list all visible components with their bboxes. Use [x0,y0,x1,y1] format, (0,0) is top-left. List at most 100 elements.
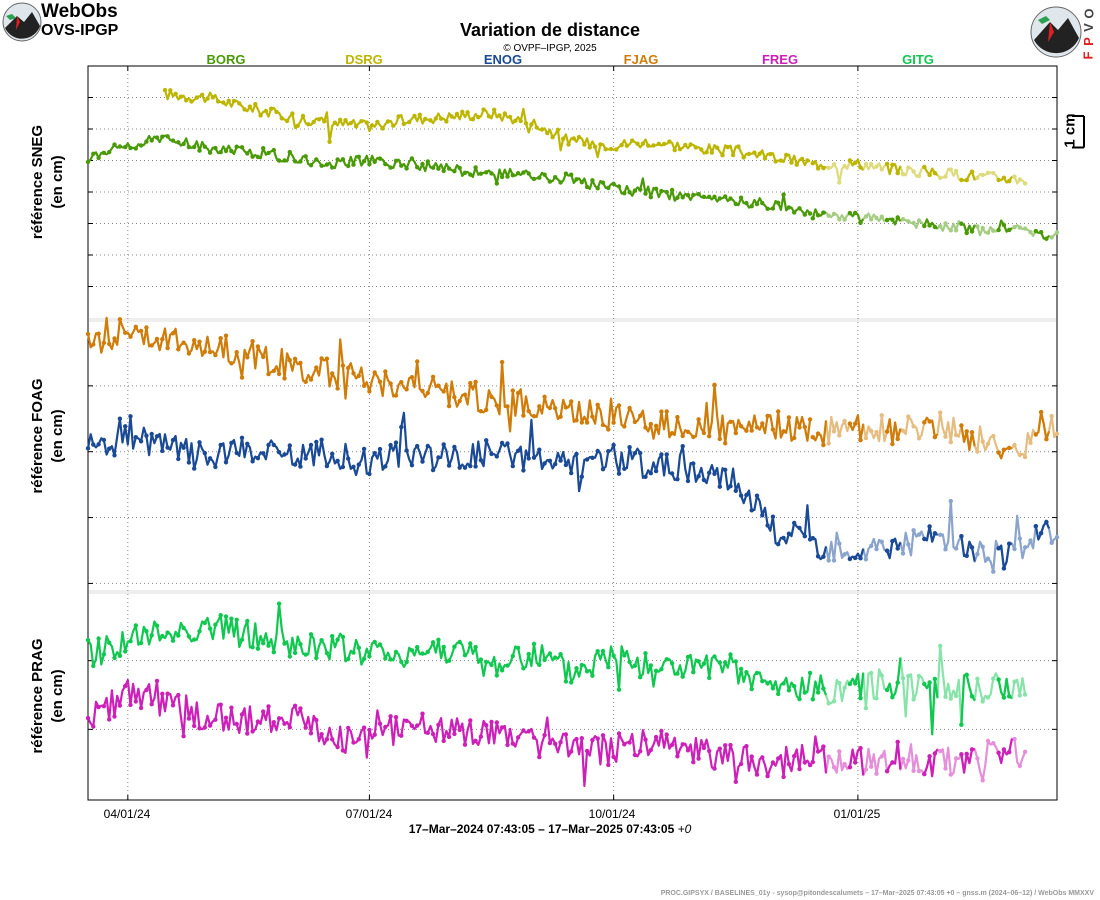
data-point [821,686,826,691]
data-point [239,435,245,440]
data-point [489,662,494,668]
data-point [428,118,433,123]
data-point [303,456,308,461]
data-point [361,159,367,164]
data-point [672,147,677,153]
data-point [699,147,704,152]
data-point [218,336,223,341]
data-point [948,772,953,777]
data-point [425,159,430,164]
data-point [138,439,144,444]
data-point [964,177,969,183]
footer-credit: PROC.GIPSYX / BASELINES_01y - sysop@pito… [660,890,1094,897]
data-point [399,163,404,168]
data-point [245,731,250,736]
data-point [377,642,383,647]
data-point [107,446,112,451]
data-point [85,159,91,165]
data-point [276,716,282,721]
data-point [1012,442,1017,448]
data-point [884,429,890,434]
data-point [744,200,749,206]
data-point [534,125,539,130]
data-point [991,676,996,681]
data-point [643,474,648,479]
data-point [584,184,590,190]
data-point [765,681,770,686]
data-point [600,180,606,185]
data-point [499,725,505,730]
data-point [869,670,874,676]
data-point [709,150,715,155]
data-point [279,116,284,121]
data-point [980,225,985,231]
legend-station-freg: FREG [761,52,799,67]
data-point [1017,763,1022,769]
data-point [911,697,916,702]
data-point [638,187,643,192]
data-point [600,733,606,738]
data-point [754,493,760,498]
data-point [890,217,895,222]
data-point [223,148,229,154]
data-point [1007,178,1012,184]
data-point [547,405,553,411]
x-tick-label: 10/01/24 [588,807,636,821]
data-point [425,730,430,735]
data-point [815,166,821,171]
data-point [314,655,319,661]
data-point [468,380,473,386]
data-point [980,439,985,444]
data-point [144,687,149,693]
data-point [303,379,308,384]
data-point [895,739,900,745]
data-point [420,161,425,167]
date-range: 17–Mar–2024 07:43:05 – 17–Mar–2025 07:43… [0,822,1100,836]
data-point [494,454,499,459]
data-point [160,337,165,342]
data-point [160,691,165,696]
data-point [980,544,985,549]
data-point [723,441,728,446]
data-point [980,172,985,178]
data-point [218,702,223,707]
data-point [794,162,799,167]
data-point [685,748,691,753]
data-point [770,760,776,765]
data-point [1054,535,1060,540]
data-point [388,442,393,448]
data-point [271,650,276,655]
data-point [123,424,128,429]
data-point [723,743,728,748]
data-point [415,723,420,728]
data-point [675,477,680,482]
data-point [643,737,648,742]
data-point [452,169,457,174]
data-point [1007,227,1012,233]
data-point [815,690,821,695]
data-point [760,200,765,206]
data-point [128,702,133,708]
data-point [223,333,229,338]
data-point [478,734,484,739]
data-point [1017,177,1022,182]
data-point [837,680,842,686]
data-point [667,139,672,144]
data-point [648,421,653,427]
data-point [826,441,831,446]
brand-subtitle: OVS-IPGP [41,22,119,39]
data-point [361,656,367,661]
data-point [298,642,303,647]
data-point [197,339,202,344]
data-point [606,449,611,454]
data-point [255,646,261,651]
data-point [515,390,521,396]
data-point [465,110,470,115]
data-point [507,114,513,120]
data-point [96,704,101,710]
data-point [574,418,579,423]
data-point [133,435,138,440]
data-point [643,191,648,196]
data-point [781,774,786,780]
data-point [292,703,298,708]
